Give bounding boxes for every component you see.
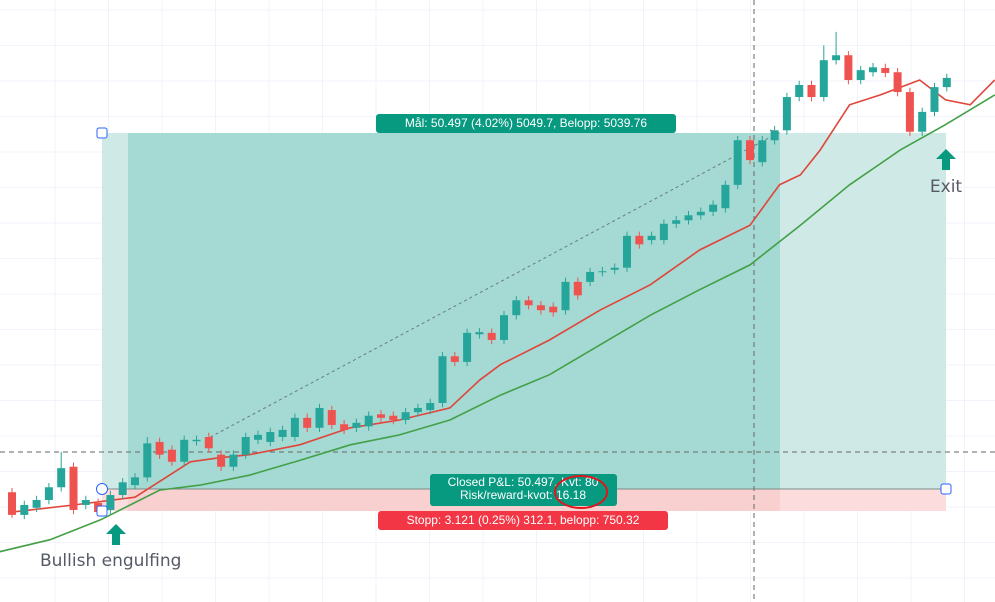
candle-body — [746, 140, 754, 161]
handle[interactable] — [96, 483, 108, 495]
candle-body — [44, 487, 53, 501]
candle-body — [524, 300, 533, 306]
highlight-circle — [554, 475, 608, 509]
candle-body — [623, 235, 631, 268]
candle-body — [586, 271, 595, 282]
target-label: Mål: 50.497 (4.02%) 5049.7, Belopp: 5039… — [405, 116, 648, 130]
candle-body — [512, 300, 521, 316]
candle-body — [57, 468, 66, 488]
candle-body — [413, 407, 422, 413]
candle-body — [733, 140, 742, 185]
candle-body — [450, 356, 459, 362]
entry-arrow — [106, 524, 126, 545]
candle-body — [659, 223, 668, 241]
candles — [8, 31, 951, 520]
candle-body — [561, 281, 570, 311]
candle-body — [143, 443, 152, 478]
candle-body — [204, 436, 213, 449]
candle-body — [426, 402, 435, 411]
risk-reward-label: Risk/reward-kvot: 16.18 — [460, 488, 586, 502]
candle-body — [290, 417, 299, 437]
candle-body — [401, 412, 410, 420]
candle-body — [549, 306, 558, 313]
stop-label-box — [378, 511, 668, 530]
candle-body — [869, 67, 877, 73]
candle-body — [721, 184, 730, 209]
candle-body — [709, 204, 718, 212]
candle-body — [8, 492, 16, 515]
candle-body — [327, 410, 336, 425]
closed-label: Closed P&L: 50.497, Kvt: 80 — [448, 475, 599, 489]
stop-label: Stopp: 3.121 (0.25%) 312.1, belopp: 750.… — [407, 513, 640, 527]
candle-body — [487, 332, 496, 340]
candle-body — [905, 92, 914, 132]
candle-body — [167, 449, 176, 462]
candle-body — [20, 504, 29, 515]
candle-body — [782, 97, 791, 131]
candle-body — [500, 315, 508, 340]
profit-zone-active — [128, 133, 780, 489]
candle-body — [180, 439, 189, 462]
candle-body — [69, 466, 78, 510]
candle-body — [32, 500, 41, 508]
candle-body — [118, 482, 127, 496]
candle-body — [315, 407, 324, 428]
exit-arrow — [936, 149, 956, 170]
candle-body — [278, 429, 287, 437]
candle-body — [819, 60, 828, 98]
candle-body — [770, 130, 779, 141]
candle-body — [942, 77, 951, 88]
candle-body — [807, 84, 816, 98]
candle-body — [795, 84, 804, 98]
candle-body — [155, 441, 164, 455]
candle-body — [696, 211, 705, 216]
exit-note: Exit — [930, 177, 963, 197]
candle-body — [192, 439, 201, 442]
entry-note: Bullish engulfing — [40, 551, 181, 571]
candle-body — [241, 436, 250, 455]
candle-body — [229, 454, 238, 467]
candle-body — [844, 55, 853, 81]
candle-body — [352, 422, 361, 428]
candle-body — [573, 281, 582, 296]
candle-body — [254, 434, 262, 440]
candle-body — [389, 415, 398, 420]
candle-body — [340, 424, 349, 430]
moving-average — [0, 94, 995, 553]
candle-body — [81, 500, 90, 505]
handle[interactable] — [940, 483, 952, 495]
target-label-box — [376, 114, 676, 133]
candle-body — [463, 332, 472, 362]
candle-body — [475, 332, 484, 335]
candle-body — [303, 417, 312, 428]
candle-body — [918, 111, 927, 132]
candle-body — [610, 267, 619, 270]
handle[interactable] — [96, 127, 108, 139]
candle-body — [758, 140, 767, 163]
candle-body — [881, 67, 890, 73]
candle-body — [672, 220, 681, 224]
candle-body — [930, 87, 939, 112]
candle-body — [647, 235, 656, 241]
candle-body — [536, 305, 545, 311]
result-label-box — [430, 474, 617, 506]
candle-body — [438, 356, 447, 403]
candle-body — [266, 432, 275, 442]
handle[interactable] — [96, 505, 108, 517]
candle-body — [893, 72, 902, 93]
candle-body — [684, 215, 693, 221]
candle-body — [364, 415, 373, 427]
candle-body — [832, 55, 841, 61]
candle-body — [217, 454, 226, 467]
candle-body — [856, 70, 865, 81]
candle-body — [131, 477, 139, 486]
candle-body — [377, 414, 385, 418]
candle-body — [106, 495, 115, 510]
trade-path — [204, 132, 779, 441]
candle-body — [598, 271, 607, 273]
candle-body — [635, 235, 644, 245]
